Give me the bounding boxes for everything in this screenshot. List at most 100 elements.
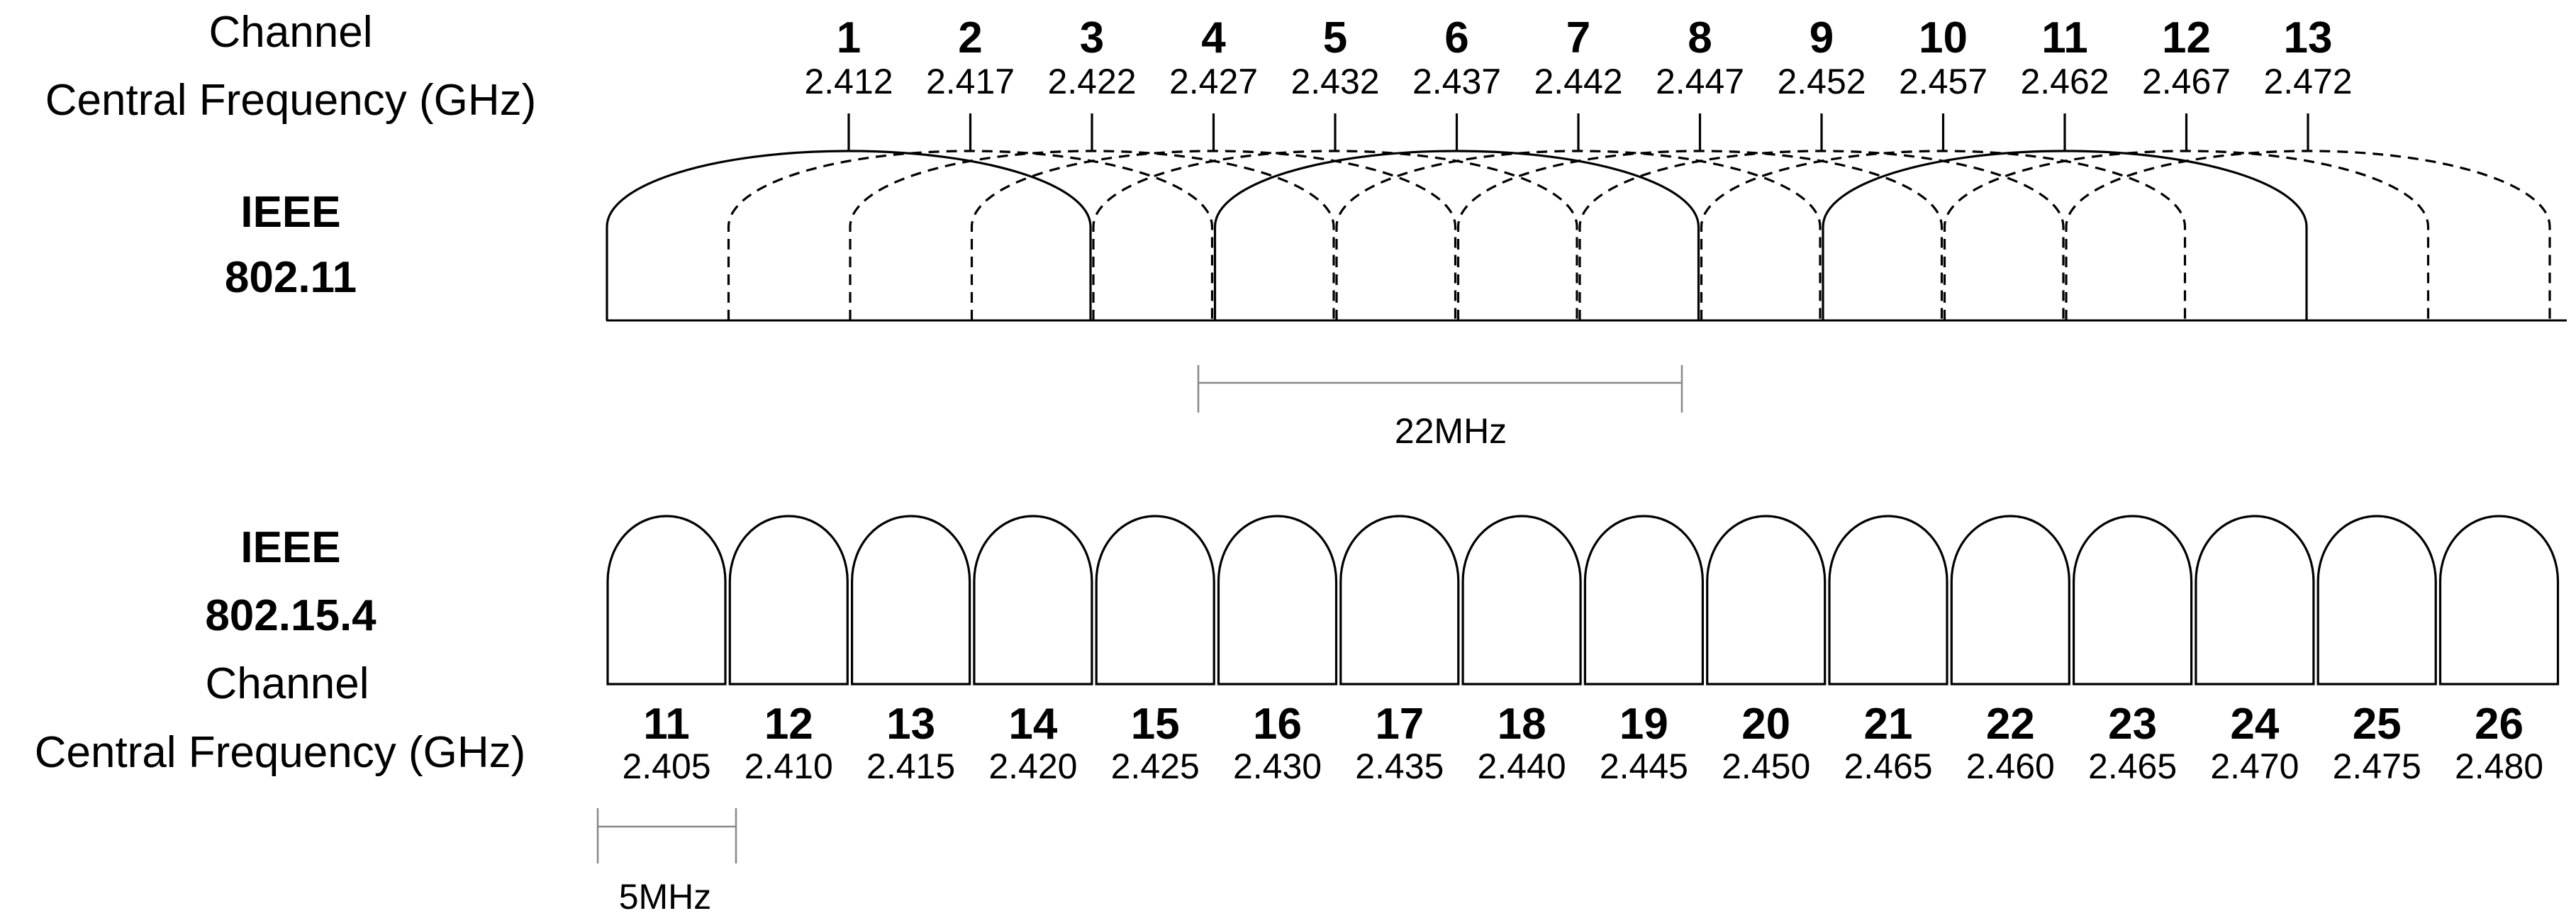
wifi-frequency-header: Central Frequency (GHz) — [45, 76, 537, 125]
zigbee-channel-frequency-15: 2.425 — [1111, 746, 1200, 786]
wifi-channel-frequency-10: 2.457 — [1899, 62, 1987, 101]
zigbee-channel-group: 112.405122.410132.415142.420152.425162.4… — [606, 515, 2560, 786]
zigbee-channel-frequency-26: 2.480 — [2455, 746, 2543, 786]
zigbee-channel-frequency-13: 2.415 — [866, 746, 955, 786]
wifi-bandwidth-label: 22MHz — [1395, 411, 1507, 451]
wifi-channel-number-11: 11 — [2041, 13, 2088, 62]
wifi-channel-number-1: 1 — [837, 13, 861, 62]
zigbee-channel-shape-24 — [2195, 515, 2315, 686]
zigbee-channel-number-20: 20 — [1741, 700, 1790, 749]
zigbee-channel-frequency-22: 2.460 — [1966, 746, 2055, 786]
wifi-channel-number-13: 13 — [2284, 13, 2333, 62]
zigbee-channel-number-22: 22 — [1986, 700, 2035, 749]
wifi-channel-number-2: 2 — [958, 13, 982, 62]
zigbee-channel-number-23: 23 — [2108, 700, 2157, 749]
wifi-channel-curve-5 — [1092, 150, 1578, 320]
wifi-channel-curve-7 — [1335, 150, 1822, 320]
wifi-channel-frequency-8: 2.447 — [1656, 62, 1744, 101]
zigbee-channel-number-15: 15 — [1131, 700, 1180, 749]
zigbee-channel-shape-17 — [1339, 515, 1460, 686]
zigbee-channel-number-13: 13 — [886, 700, 935, 749]
wifi-channel-frequency-12: 2.467 — [2142, 62, 2231, 101]
wifi-channel-curve-6 — [1213, 150, 1700, 320]
wifi-channel-number-9: 9 — [1810, 13, 1834, 62]
zigbee-channel-frequency-24: 2.470 — [2210, 746, 2299, 786]
wifi-channel-frequency-11: 2.462 — [2020, 62, 2109, 101]
wifi-channel-number-4: 4 — [1201, 13, 1226, 62]
zigbee-channel-frequency-16: 2.430 — [1233, 746, 1322, 786]
zigbee-channel-shape-13 — [851, 515, 971, 686]
wifi-channel-frequency-1: 2.412 — [804, 62, 893, 101]
wifi-channel-curve-12 — [1943, 150, 2430, 320]
zigbee-channel-number-19: 19 — [1619, 700, 1668, 749]
zigbee-channel-shape-14 — [973, 515, 1093, 686]
zigbee-channel-number-14: 14 — [1008, 700, 1057, 749]
zigbee-channel-number-21: 21 — [1864, 700, 1913, 749]
zigbee-channel-frequency-25: 2.475 — [2333, 746, 2421, 786]
wifi-channel-number-5: 5 — [1323, 13, 1347, 62]
zigbee-channel-shape-18 — [1461, 515, 1582, 686]
zigbee-channel-number-26: 26 — [2475, 700, 2524, 749]
wifi-channel-frequency-4: 2.427 — [1169, 62, 1258, 101]
wifi-channel-curve-9 — [1578, 150, 2065, 320]
wifi-channel-number-3: 3 — [1080, 13, 1104, 62]
wifi-channel-number-10: 10 — [1919, 13, 1968, 62]
zigbee-channel-number-11: 11 — [643, 700, 690, 749]
zigbee-channel-shape-23 — [2073, 515, 2193, 686]
wifi-standard-label-line1: IEEE — [240, 188, 340, 237]
zigbee-channel-number-16: 16 — [1253, 700, 1302, 749]
zigbee-channel-shape-19 — [1583, 515, 1704, 686]
zigbee-channel-number-24: 24 — [2230, 700, 2279, 749]
wifi-channel-frequency-7: 2.442 — [1534, 62, 1622, 101]
zigbee-channel-frequency-18: 2.440 — [1478, 746, 1566, 786]
zigbee-channel-frequency-23: 2.465 — [2088, 746, 2177, 786]
zigbee-channel-number-18: 18 — [1498, 700, 1546, 749]
wifi-channel-frequency-13: 2.472 — [2263, 62, 2352, 101]
wifi-channel-curve-8 — [1456, 150, 1944, 320]
zigbee-channel-shape-15 — [1095, 515, 1215, 686]
wifi-channel-frequency-6: 2.437 — [1412, 62, 1501, 101]
zigbee-channel-frequency-12: 2.410 — [745, 746, 833, 786]
wifi-standard-label-line2: 802.11 — [225, 253, 357, 302]
zigbee-channel-frequency-11: 2.405 — [622, 746, 710, 786]
zigbee-frequency-header: Central Frequency (GHz) — [35, 728, 526, 777]
zigbee-spacing-dimension — [596, 808, 737, 863]
zigbee-standard-label-line2: 802.15.4 — [205, 591, 377, 640]
zigbee-channel-frequency-14: 2.420 — [988, 746, 1077, 786]
zigbee-channel-shape-16 — [1217, 515, 1338, 686]
wifi-channel-frequency-9: 2.452 — [1777, 62, 1866, 101]
wifi-channel-frequency-3: 2.422 — [1047, 62, 1136, 101]
wifi-channel-curve-13 — [2065, 150, 2551, 320]
zigbee-channel-number-25: 25 — [2353, 700, 2402, 749]
zigbee-channel-number-12: 12 — [764, 700, 813, 749]
wifi-channel-frequency-5: 2.432 — [1290, 62, 1379, 101]
zigbee-spacing-label: 5MHz — [619, 877, 712, 917]
wifi-channel-group: 12.41222.41732.42242.42752.43262.43772.4… — [606, 13, 2551, 320]
zigbee-channel-shape-22 — [1950, 515, 2070, 686]
wifi-channel-curve-10 — [1700, 150, 2187, 320]
zigbee-channel-frequency-19: 2.445 — [1600, 746, 1688, 786]
wifi-channel-curve-3 — [849, 150, 1335, 320]
wifi-channel-number-8: 8 — [1688, 13, 1712, 62]
zigbee-channel-shape-26 — [2438, 515, 2560, 686]
wifi-channel-curve-4 — [970, 150, 1457, 320]
zigbee-channel-number-17: 17 — [1375, 700, 1424, 749]
wifi-channel-curve-2 — [727, 150, 1214, 320]
wifi-channel-number-7: 7 — [1566, 13, 1590, 62]
zigbee-channel-shape-12 — [728, 515, 849, 686]
wifi-channel-curve-11 — [1822, 150, 2308, 320]
zigbee-channel-shape-20 — [1706, 515, 1827, 686]
zigbee-channel-shape-11 — [606, 515, 727, 686]
wifi-channel-frequency-2: 2.417 — [926, 62, 1015, 101]
wifi-channel-number-6: 6 — [1444, 13, 1468, 62]
zigbee-channel-frequency-17: 2.435 — [1355, 746, 1444, 786]
zigbee-standard-label-line1: IEEE — [240, 523, 340, 572]
zigbee-channel-header: Channel — [206, 659, 369, 708]
wifi-channel-header: Channel — [209, 8, 373, 57]
wifi-bandwidth-dimension — [1197, 365, 1683, 413]
wifi-channel-curve-1 — [606, 150, 1092, 320]
wifi-channel-number-12: 12 — [2162, 13, 2211, 62]
zigbee-channel-frequency-21: 2.465 — [1844, 746, 1932, 786]
zigbee-channel-shape-21 — [1828, 515, 1948, 686]
